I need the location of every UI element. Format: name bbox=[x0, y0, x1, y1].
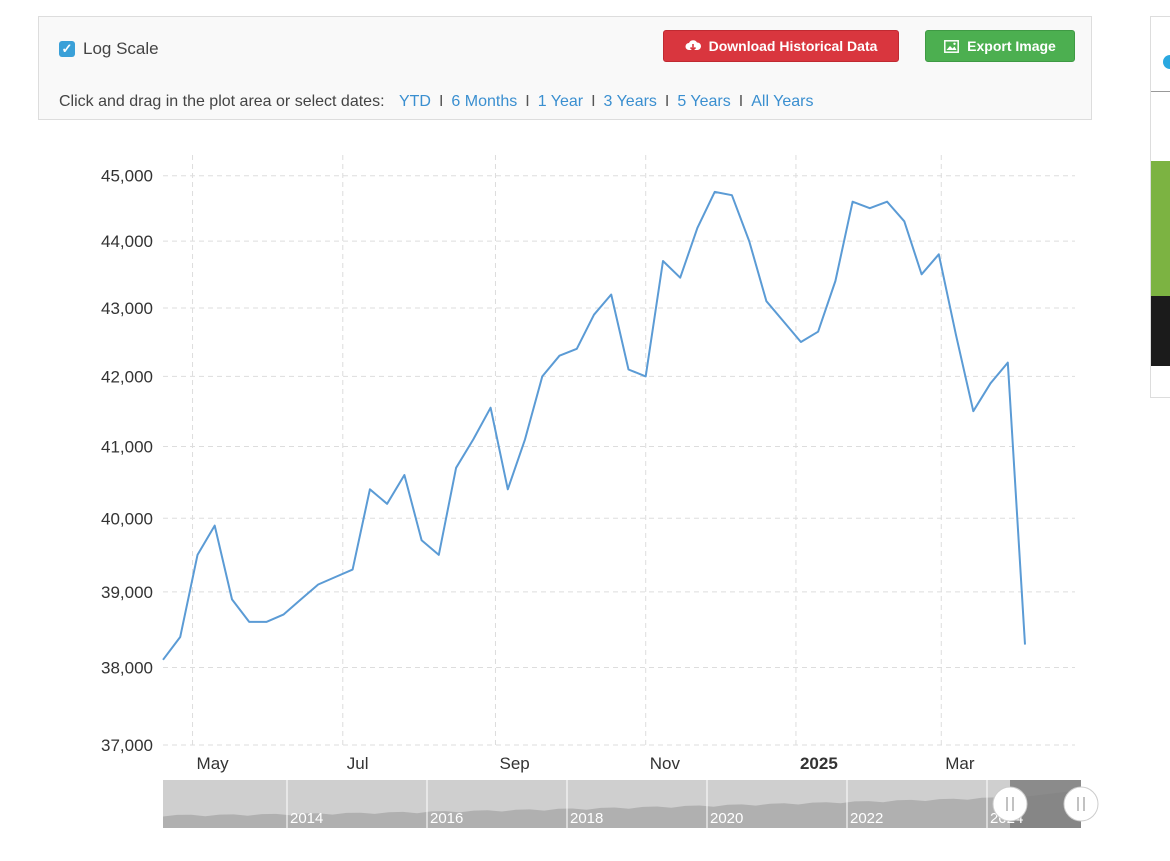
cloud-download-icon bbox=[685, 40, 701, 52]
y-tick-label: 38,000 bbox=[101, 658, 153, 677]
range-separator: I bbox=[525, 93, 530, 110]
range-separator: I bbox=[738, 93, 744, 110]
chart-controls-panel: ✓ Log Scale Download Historical Data Exp… bbox=[38, 16, 1092, 120]
navigator-year-label: 2020 bbox=[710, 810, 743, 827]
y-tick-label: 43,000 bbox=[101, 299, 153, 318]
log-scale-label: Log Scale bbox=[83, 39, 159, 58]
y-tick-label: 44,000 bbox=[101, 232, 153, 251]
navigator-history-area bbox=[163, 790, 1081, 828]
image-icon bbox=[944, 39, 960, 53]
y-tick-label: 40,000 bbox=[101, 509, 153, 528]
sidebar-logo bbox=[1163, 55, 1170, 69]
sidebar-ad-image bbox=[1151, 161, 1170, 296]
navigator-year-label: 2014 bbox=[290, 810, 323, 827]
date-range-selector: Click and drag in the plot area or selec… bbox=[59, 93, 813, 111]
x-tick-label: 2025 bbox=[800, 754, 838, 773]
download-label: Download Historical Data bbox=[708, 38, 878, 54]
range-all-years-link[interactable]: All Years bbox=[751, 93, 814, 110]
download-historical-data-button[interactable]: Download Historical Data bbox=[663, 30, 899, 62]
range-separator: I bbox=[591, 93, 596, 110]
range-6-months-link[interactable]: 6 Months bbox=[451, 93, 518, 110]
sidebar-divider bbox=[1151, 91, 1170, 92]
price-series-line bbox=[162, 190, 1026, 661]
navigator-year-label: 2016 bbox=[430, 810, 463, 827]
x-tick-label: Sep bbox=[499, 754, 529, 773]
y-tick-label: 42,000 bbox=[101, 367, 153, 386]
x-tick-label: May bbox=[197, 754, 230, 773]
y-tick-label: 37,000 bbox=[101, 736, 153, 755]
x-tick-label: Nov bbox=[650, 754, 681, 773]
range-separator: I bbox=[664, 93, 670, 110]
range-ytd-link[interactable]: YTD bbox=[398, 93, 431, 110]
navigator-right-handle[interactable] bbox=[1063, 786, 1099, 822]
x-tick-label: Mar bbox=[945, 754, 975, 773]
right-sidebar bbox=[1150, 16, 1170, 861]
y-tick-label: 41,000 bbox=[101, 437, 153, 456]
y-tick-label: 45,000 bbox=[101, 167, 153, 186]
sidebar-ad-dark-band bbox=[1151, 296, 1170, 366]
range-5-years-link[interactable]: 5 Years bbox=[677, 93, 731, 110]
sidebar-ad-card bbox=[1150, 16, 1170, 398]
navigator-year-label: 2018 bbox=[570, 810, 603, 827]
log-scale-toggle[interactable]: ✓ Log Scale bbox=[59, 39, 159, 59]
range-navigator[interactable]: 201420162018202020222024 bbox=[163, 780, 1099, 828]
navigator-year-label: 2022 bbox=[850, 810, 883, 827]
line-chart[interactable]: 37,000 38,000 39,000 40,000 41,000 42,000 43,0… bbox=[0, 140, 1110, 840]
range-separator: I bbox=[438, 93, 444, 110]
export-image-button[interactable]: Export Image bbox=[925, 30, 1075, 62]
range-1-year-link[interactable]: 1 Year bbox=[537, 93, 584, 110]
y-tick-label: 39,000 bbox=[101, 583, 153, 602]
range-3-years-link[interactable]: 3 Years bbox=[603, 93, 657, 110]
x-tick-label: Jul bbox=[347, 754, 369, 773]
range-prompt: Click and drag in the plot area or selec… bbox=[59, 93, 385, 110]
log-scale-checkbox[interactable]: ✓ bbox=[59, 41, 75, 57]
navigator-left-handle[interactable] bbox=[992, 786, 1028, 822]
export-label: Export Image bbox=[967, 38, 1056, 54]
